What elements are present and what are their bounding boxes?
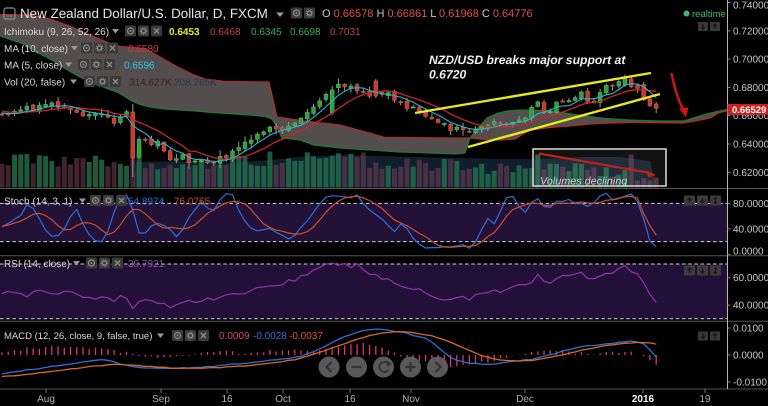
svg-text:-0.0100: -0.0100 [733, 378, 767, 389]
svg-text:-0.0028: -0.0028 [253, 331, 287, 342]
svg-text:realtime: realtime [692, 9, 726, 20]
svg-text:Volumes declining: Volumes declining [540, 176, 627, 188]
svg-text:0.6698: 0.6698 [290, 27, 321, 38]
svg-text:Oct: Oct [275, 394, 291, 405]
svg-text:MA (10, close): MA (10, close) [4, 44, 68, 55]
svg-text:0.6453: 0.6453 [169, 27, 200, 38]
svg-text:MACD (12, 26, close, 9, false,: MACD (12, 26, close, 9, false, true) [4, 331, 152, 342]
svg-text:0.0000: 0.0000 [733, 351, 764, 362]
svg-text:0.66529: 0.66529 [732, 105, 766, 116]
svg-text:0.0000: 0.0000 [733, 247, 764, 258]
svg-text:0.7031: 0.7031 [330, 27, 361, 38]
svg-text:19: 19 [699, 394, 711, 405]
svg-text:39.7921: 39.7921 [128, 259, 165, 270]
svg-text:0.0009: 0.0009 [219, 331, 250, 342]
svg-text:314.627K: 314.627K [129, 78, 172, 89]
svg-text:MA (5, close): MA (5, close) [4, 61, 62, 72]
svg-text:Stoch (14, 3, 1): Stoch (14, 3, 1) [4, 197, 72, 208]
svg-text:Vol (20, false): Vol (20, false) [4, 78, 65, 89]
svg-text:0.6580: 0.6580 [128, 44, 159, 55]
svg-text:Ichimoku (9, 26, 52, 26): Ichimoku (9, 26, 52, 26) [4, 27, 109, 38]
svg-text:0.0100: 0.0100 [733, 324, 764, 335]
svg-text:0.64000: 0.64000 [733, 140, 768, 151]
svg-text:Sep: Sep [152, 394, 170, 405]
svg-text:NZD/USD breaks major support a: NZD/USD breaks major support at [429, 53, 626, 67]
svg-text:0.6468: 0.6468 [210, 27, 241, 38]
svg-text:0.6720: 0.6720 [429, 68, 466, 82]
svg-text:54.8974: 54.8974 [128, 197, 165, 208]
svg-text:80.0000: 80.0000 [733, 199, 768, 210]
svg-text:Dec: Dec [516, 394, 534, 405]
svg-text:16: 16 [221, 394, 233, 405]
svg-text:Aug: Aug [37, 394, 55, 405]
svg-text:2016: 2016 [632, 394, 655, 405]
svg-text:76.0765: 76.0765 [174, 197, 211, 208]
svg-text:Nov: Nov [402, 394, 420, 405]
svg-text:0.6345: 0.6345 [251, 27, 282, 38]
svg-text:60.0000: 60.0000 [733, 273, 768, 284]
svg-text:O 0.66578 H 0.66861 L 0.61968: O 0.66578 H 0.66861 L 0.61968 C 0.64776 [322, 8, 533, 20]
svg-text:0.6596: 0.6596 [124, 61, 155, 72]
svg-text:0.62000: 0.62000 [733, 168, 768, 179]
svg-text:0.72000: 0.72000 [733, 26, 768, 37]
svg-text:0.68000: 0.68000 [733, 83, 768, 94]
svg-text:0.74000: 0.74000 [733, 1, 768, 12]
svg-text:0.66000: 0.66000 [733, 111, 768, 122]
svg-text:-0.0037: -0.0037 [289, 331, 323, 342]
svg-text:RSI (14, close): RSI (14, close) [4, 259, 70, 270]
svg-text:16: 16 [344, 394, 356, 405]
svg-text:0.70000: 0.70000 [733, 55, 768, 66]
svg-text:40.0000: 40.0000 [733, 301, 768, 312]
svg-text:New Zealand Dollar/U.S. Dollar: New Zealand Dollar/U.S. Dollar, D, FXCM [20, 6, 268, 21]
svg-text:40.0000: 40.0000 [733, 224, 768, 235]
svg-text:208.265K: 208.265K [174, 78, 217, 89]
